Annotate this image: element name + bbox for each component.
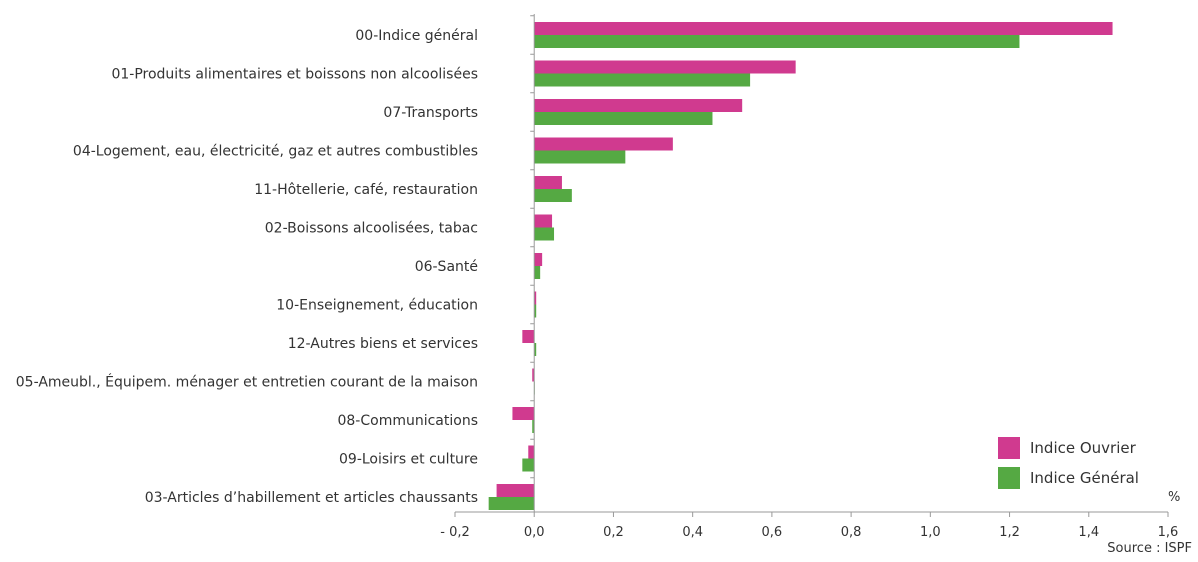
category-label: 05-Ameubl., Équipem. ménager et entretie… xyxy=(16,374,478,391)
category-label: 06-Santé xyxy=(415,259,478,275)
legend-item-ouvrier: Indice Ouvrier xyxy=(998,436,1139,460)
x-tick-label: 0,2 xyxy=(603,525,624,540)
bar-general xyxy=(488,497,535,510)
bar-ouvrier xyxy=(522,330,535,343)
x-tick-label: 1,2 xyxy=(999,525,1020,540)
category-label: 11-Hôtellerie, café, restauration xyxy=(254,182,478,198)
bar-ouvrier xyxy=(534,22,1113,35)
category-labels: 00-Indice général 01-Produits alimentaire… xyxy=(16,28,478,506)
category-label: 01-Produits alimentaires et boissons non… xyxy=(111,67,478,83)
legend-label-ouvrier: Indice Ouvrier xyxy=(1030,439,1136,457)
category-label: 03-Articles d’habillement et articles ch… xyxy=(145,490,478,506)
bars-group xyxy=(488,22,1113,510)
legend-item-general: Indice Général xyxy=(998,466,1139,490)
bar-ouvrier xyxy=(532,368,535,382)
bar-ouvrier xyxy=(534,99,743,112)
category-label: 09-Loisirs et culture xyxy=(339,452,478,468)
bar-general xyxy=(534,227,555,241)
bar-ouvrier xyxy=(528,445,535,459)
bar-general xyxy=(522,458,535,472)
source-note: Source : ISPF xyxy=(1107,541,1192,556)
y-axis xyxy=(530,14,535,512)
category-label: 04-Logement, eau, électricité, gaz et au… xyxy=(73,144,478,160)
x-tick-label: 1,0 xyxy=(920,525,941,540)
bar-ouvrier xyxy=(534,176,562,189)
bar-general xyxy=(534,266,541,279)
bar-general xyxy=(534,189,572,202)
category-label: 08-Communications xyxy=(337,413,478,429)
x-tick-label: 0,4 xyxy=(682,525,703,540)
bar-general xyxy=(534,343,537,356)
category-label: 00-Indice général xyxy=(355,28,478,44)
x-tick-label: - 0,2 xyxy=(440,525,470,540)
bar-ouvrier xyxy=(534,137,673,151)
x-tick-label: 0,0 xyxy=(524,525,545,540)
x-unit-label: % xyxy=(1168,490,1181,505)
bar-ouvrier xyxy=(534,253,543,266)
bar-ouvrier xyxy=(496,484,535,497)
legend-label-general: Indice Général xyxy=(1030,469,1139,487)
category-label: 10-Enseignement, éducation xyxy=(276,298,478,314)
x-tick-label: 1,4 xyxy=(1078,525,1099,540)
bar-ouvrier xyxy=(512,407,535,420)
legend: Indice Ouvrier Indice Général xyxy=(998,436,1139,496)
bar-ouvrier xyxy=(534,291,537,305)
category-label: 12-Autres biens et services xyxy=(288,336,478,352)
bar-ouvrier xyxy=(534,60,796,74)
bar-general xyxy=(534,304,537,318)
x-tick-label: 0,8 xyxy=(841,525,862,540)
bar-general xyxy=(534,35,1020,48)
x-axis: - 0,2 0,0 0,2 0,4 0,6 0,8 1,0 1,2 1,4 1,6 xyxy=(440,511,1179,540)
x-tick-label: 1,6 xyxy=(1158,525,1179,540)
category-label: 02-Boissons alcoolisées, tabac xyxy=(265,221,478,237)
bar-general xyxy=(532,420,535,433)
legend-swatch-general xyxy=(998,467,1020,489)
category-label: 07-Transports xyxy=(383,105,478,121)
bar-ouvrier xyxy=(534,214,553,228)
legend-swatch-ouvrier xyxy=(998,437,1020,459)
bar-general xyxy=(534,112,713,125)
bar-general xyxy=(534,150,626,164)
x-tick-label: 0,6 xyxy=(762,525,783,540)
bar-general xyxy=(534,73,751,87)
